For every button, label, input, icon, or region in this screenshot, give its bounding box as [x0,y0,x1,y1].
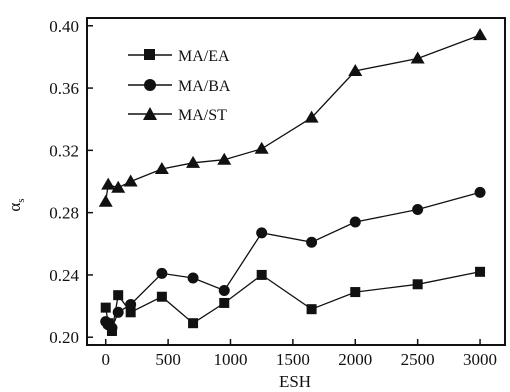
data-point-square [156,291,167,302]
y-tick-label: 0.24 [49,266,79,285]
data-point-circle [474,186,486,198]
plot-frame [86,17,506,346]
data-point-circle [187,272,199,284]
legend-entry-ma-st: MA/ST [128,107,227,124]
y-tick-label: 0.28 [49,204,79,223]
y-axis-label: αs [5,198,27,211]
data-point-circle [125,299,137,311]
data-point-square [188,318,199,329]
legend-entry-ma-ba: MA/BA [128,78,231,95]
data-point-triangle [473,28,488,41]
x-tick-label: 1000 [213,350,247,369]
y-axis-symbol: α [5,203,24,212]
data-point-circle [256,227,268,239]
series-line-ma-ba [105,191,481,329]
data-point-square [412,279,423,290]
x-tick-label: 1500 [276,350,310,369]
data-point-square [219,297,230,308]
data-point-square [125,307,136,318]
data-point-circle [349,216,361,228]
legend-square-marker [144,49,155,60]
legend-label-ma-ea: MA/EA [178,48,230,65]
axes [86,17,506,346]
series-ma-st [98,28,488,207]
y-tick-label: 0.20 [49,328,79,347]
data-point-circle [112,306,124,318]
data-point-square [256,269,267,280]
data-point-triangle [186,155,201,168]
y-tick-label: 0.32 [49,141,79,160]
y-tick-label: 0.36 [49,79,79,98]
x-ticks: 0 500 1000 1500 2000 2500 3000 [101,339,497,369]
series-layer [98,28,488,336]
data-point-triangle [101,177,116,190]
data-point-circle [306,236,318,248]
data-point-square [100,302,111,313]
data-point-triangle [254,141,269,154]
data-point-triangle [217,152,232,165]
legend-label-ma-st: MA/ST [178,107,227,124]
data-point-square [350,287,361,298]
data-point-circle [106,322,118,334]
data-point-triangle [123,174,138,187]
data-point-circle [156,267,168,279]
y-ticks: 0.20 0.24 0.28 0.32 0.36 0.40 [49,17,93,347]
data-point-triangle [98,194,113,207]
y-tick-label: 0.40 [49,17,79,36]
data-point-triangle [348,63,363,76]
legend-label-ma-ba: MA/BA [178,78,231,95]
data-point-triangle [304,110,319,123]
legend-triangle-marker [143,107,157,120]
data-point-circle [412,204,424,216]
x-tick-label: 2500 [401,350,435,369]
series-ma-ba [100,186,486,334]
legend-entry-ma-ea: MA/EA [128,48,230,65]
legend-circle-marker [144,79,156,91]
x-tick-label: 500 [155,350,181,369]
y-axis-subscript: s [15,198,27,202]
data-point-square [306,304,317,315]
series-line-ma-st [105,34,481,202]
data-point-circle [218,285,230,296]
data-point-triangle [410,51,425,64]
data-point-triangle [154,162,169,175]
x-tick-label: 3000 [463,350,497,369]
data-point-square [475,266,486,277]
x-tick-label: 2000 [338,350,372,369]
data-point-triangle [111,180,126,193]
legend: MA/EA MA/BA MA/ST [128,48,231,124]
data-point-square [113,290,124,301]
x-axis-label: ESH [279,372,311,391]
x-tick-label: 0 [101,350,110,369]
